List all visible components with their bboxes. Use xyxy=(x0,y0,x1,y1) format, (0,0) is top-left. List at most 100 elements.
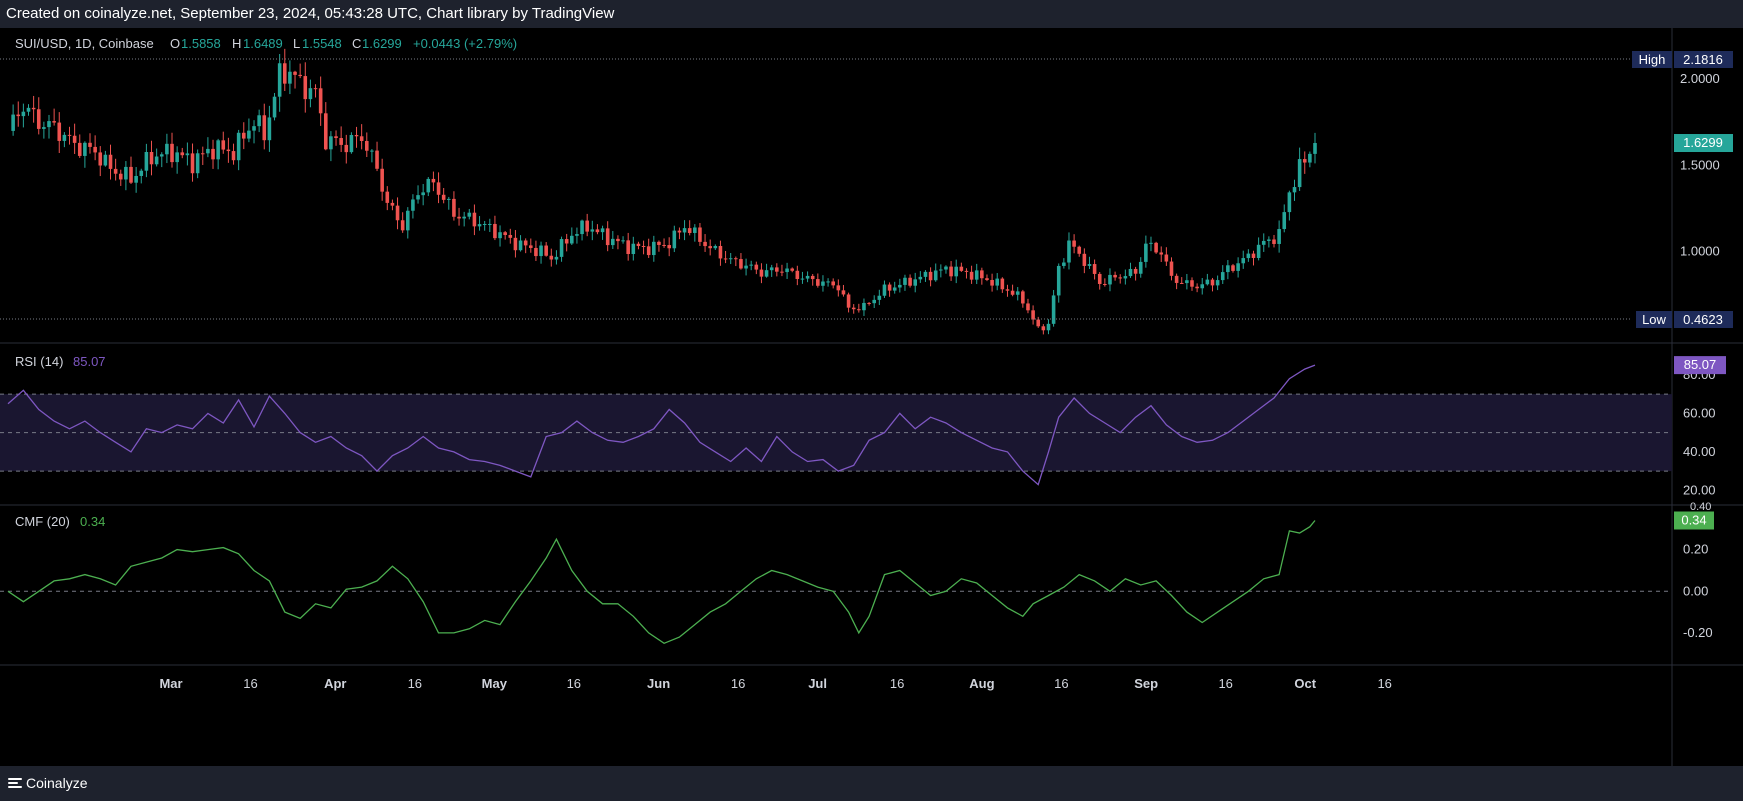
candle[interactable] xyxy=(1118,274,1123,284)
candle[interactable] xyxy=(667,237,671,257)
candle[interactable] xyxy=(1046,319,1051,335)
candle[interactable] xyxy=(1185,273,1189,290)
candle[interactable] xyxy=(1041,324,1046,335)
candle[interactable] xyxy=(513,230,518,258)
candlestick-series[interactable] xyxy=(11,48,1317,335)
candle[interactable] xyxy=(1138,257,1143,278)
candle[interactable] xyxy=(995,273,1000,291)
candle[interactable] xyxy=(646,238,651,258)
candle[interactable] xyxy=(744,258,748,276)
candle[interactable] xyxy=(913,272,918,293)
candle[interactable] xyxy=(1210,277,1215,292)
candle[interactable] xyxy=(1128,262,1133,278)
candle[interactable] xyxy=(851,304,856,314)
candle[interactable] xyxy=(446,196,451,210)
candle[interactable] xyxy=(857,303,861,313)
candle[interactable] xyxy=(293,70,297,89)
candle[interactable] xyxy=(1190,277,1194,291)
candle[interactable] xyxy=(1133,266,1138,281)
candle[interactable] xyxy=(1000,277,1005,293)
candle[interactable] xyxy=(544,242,548,257)
candle[interactable] xyxy=(498,225,502,247)
candle[interactable] xyxy=(1292,179,1297,201)
candle[interactable] xyxy=(816,273,820,288)
candle[interactable] xyxy=(503,231,507,240)
candle[interactable] xyxy=(549,248,554,267)
candle[interactable] xyxy=(821,275,825,292)
candle[interactable] xyxy=(887,282,892,297)
candle[interactable] xyxy=(723,250,728,264)
candle[interactable] xyxy=(795,265,800,286)
candle[interactable] xyxy=(226,137,231,163)
candle[interactable] xyxy=(611,231,615,250)
candle[interactable] xyxy=(165,133,169,164)
candle[interactable] xyxy=(1113,271,1117,281)
candle[interactable] xyxy=(862,298,866,316)
candle[interactable] xyxy=(518,235,523,252)
candle[interactable] xyxy=(267,105,272,152)
candle[interactable] xyxy=(21,103,26,128)
candle[interactable] xyxy=(944,265,948,274)
candle[interactable] xyxy=(1277,220,1281,253)
candle[interactable] xyxy=(933,263,938,282)
candle[interactable] xyxy=(124,161,128,191)
candle[interactable] xyxy=(1087,256,1092,269)
candle[interactable] xyxy=(247,118,251,143)
candle[interactable] xyxy=(334,130,338,146)
candle[interactable] xyxy=(462,211,466,227)
candle[interactable] xyxy=(488,218,492,232)
candle[interactable] xyxy=(303,62,308,113)
candle[interactable] xyxy=(170,132,174,168)
chart-area[interactable]: 2.0000 1.5000 1.0000 80.00 60.00 40.00 20.00 0.… xyxy=(0,28,1743,766)
chart-svg[interactable]: 2.00001.50001.000080.0060.0040.0020.000.… xyxy=(0,28,1743,766)
candle[interactable] xyxy=(636,241,641,250)
candle[interactable] xyxy=(1302,151,1307,174)
candle[interactable] xyxy=(1169,257,1174,281)
candle[interactable] xyxy=(1236,257,1240,278)
candle[interactable] xyxy=(1067,232,1071,270)
candle[interactable] xyxy=(595,224,600,235)
candle[interactable] xyxy=(83,141,87,168)
candle[interactable] xyxy=(939,264,943,278)
candle[interactable] xyxy=(1200,277,1205,295)
candle[interactable] xyxy=(1021,289,1025,308)
candle[interactable] xyxy=(1159,246,1164,262)
candle[interactable] xyxy=(867,302,871,306)
candle[interactable] xyxy=(508,228,513,244)
candle[interactable] xyxy=(395,197,400,230)
candle[interactable] xyxy=(1015,287,1020,301)
candle[interactable] xyxy=(57,112,62,154)
candle[interactable] xyxy=(1231,263,1235,273)
candle[interactable] xyxy=(313,84,318,98)
candle[interactable] xyxy=(1195,283,1199,293)
candle[interactable] xyxy=(662,238,666,248)
candle[interactable] xyxy=(882,280,887,299)
candle[interactable] xyxy=(523,238,528,254)
candle[interactable] xyxy=(780,264,784,277)
candle[interactable] xyxy=(1026,298,1030,314)
candle[interactable] xyxy=(390,199,395,211)
candle[interactable] xyxy=(1164,247,1169,266)
candle[interactable] xyxy=(272,92,277,121)
candle[interactable] xyxy=(1272,234,1276,248)
candle[interactable] xyxy=(411,194,415,219)
candle[interactable] xyxy=(903,274,907,291)
candle[interactable] xyxy=(308,79,313,108)
candle[interactable] xyxy=(641,240,646,255)
candle[interactable] xyxy=(1077,245,1082,257)
candle[interactable] xyxy=(323,102,328,151)
candle[interactable] xyxy=(134,167,138,193)
candle[interactable] xyxy=(31,95,36,123)
candle[interactable] xyxy=(1103,278,1107,287)
candle[interactable] xyxy=(206,137,210,158)
candle[interactable] xyxy=(380,158,384,201)
candle[interactable] xyxy=(467,208,472,220)
candle[interactable] xyxy=(698,223,702,246)
candle[interactable] xyxy=(180,147,185,159)
candle[interactable] xyxy=(375,141,379,172)
candle[interactable] xyxy=(790,267,794,273)
candle[interactable] xyxy=(441,187,446,204)
candle[interactable] xyxy=(1220,265,1225,284)
candle[interactable] xyxy=(16,101,21,127)
candle[interactable] xyxy=(1149,236,1153,252)
